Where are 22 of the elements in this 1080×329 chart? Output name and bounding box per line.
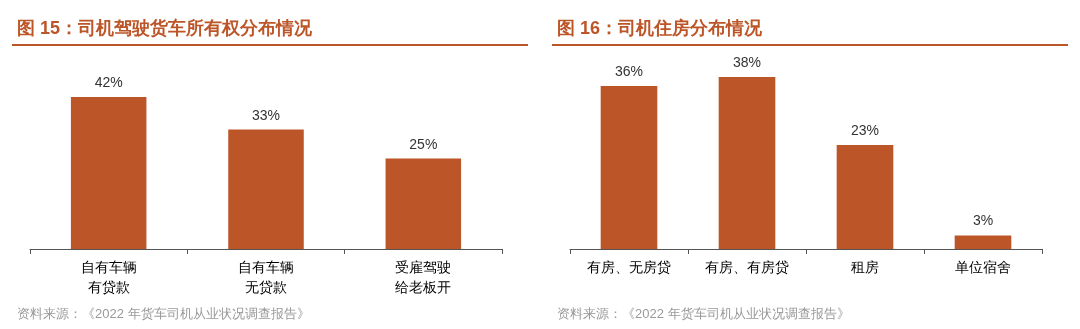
chart-title: 图 16：司机住房分布情况 <box>557 18 764 38</box>
x-tick-label: 自有车辆有贷款 <box>80 259 137 295</box>
x-tick-label: 租房 <box>851 259 879 275</box>
chart-title: 图 15：司机驾驶货车所有权分布情况 <box>17 18 314 38</box>
bar <box>718 77 776 249</box>
data-label: 23% <box>850 121 880 138</box>
data-label: 42% <box>94 73 123 90</box>
data-label: 25% <box>409 135 438 152</box>
x-tick-label: 受雇驾驶给老板开 <box>395 259 452 295</box>
x-tick-label: 自有车辆无贷款 <box>238 259 294 295</box>
x-tick-label: 单位宿舍 <box>955 259 1011 275</box>
x-tick-label: 有房、有房贷 <box>705 259 789 275</box>
bar <box>600 86 658 249</box>
data-label: 3% <box>972 212 994 229</box>
x-tick-label: 有房、无房贷 <box>587 259 671 275</box>
data-label: 38% <box>732 54 762 71</box>
bar <box>836 144 894 249</box>
data-label: 33% <box>251 106 281 123</box>
data-label: 36% <box>614 63 644 80</box>
bar <box>954 235 1012 249</box>
text: 资料来源：《2022 年货车司机从业状况调查报告》 <box>17 306 310 321</box>
text: 资料来源：《2022 年货车司机从业状况调查报告》 <box>557 306 850 321</box>
